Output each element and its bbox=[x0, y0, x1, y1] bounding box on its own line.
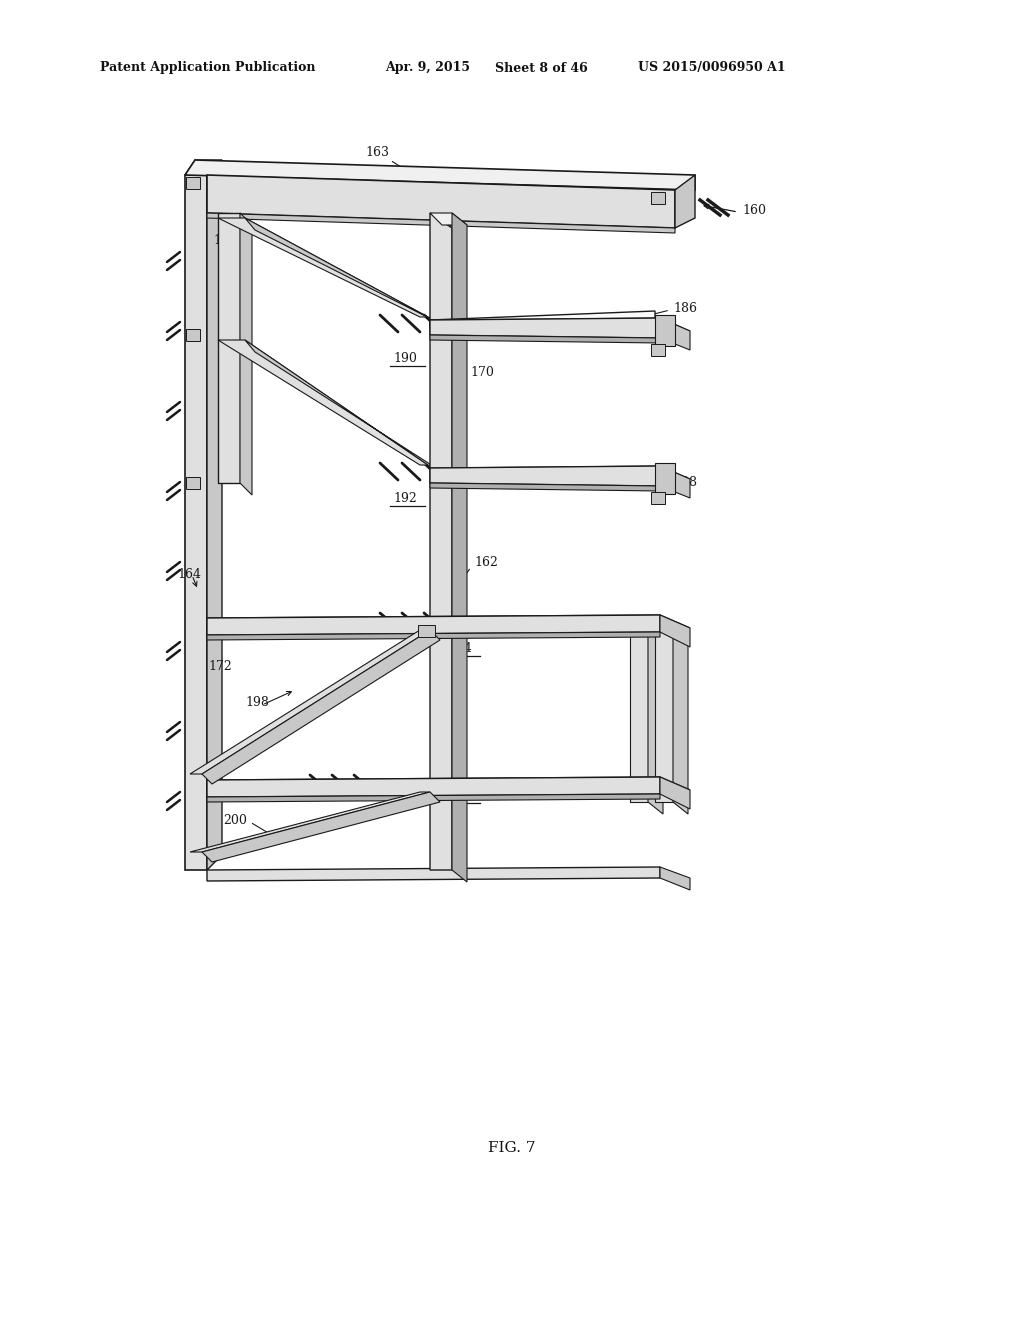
Polygon shape bbox=[430, 318, 660, 338]
Polygon shape bbox=[207, 615, 660, 635]
Polygon shape bbox=[185, 176, 207, 870]
Polygon shape bbox=[218, 341, 428, 465]
Polygon shape bbox=[673, 630, 688, 814]
Text: 172: 172 bbox=[208, 660, 231, 673]
Polygon shape bbox=[655, 315, 675, 346]
Polygon shape bbox=[185, 160, 222, 176]
Text: 192: 192 bbox=[393, 491, 417, 504]
Polygon shape bbox=[245, 341, 447, 475]
Text: 162: 162 bbox=[474, 556, 498, 569]
Text: 163: 163 bbox=[365, 145, 389, 158]
Text: 164: 164 bbox=[177, 569, 201, 582]
Polygon shape bbox=[655, 463, 675, 494]
Polygon shape bbox=[207, 867, 660, 880]
Polygon shape bbox=[245, 218, 447, 327]
Polygon shape bbox=[185, 160, 695, 190]
Polygon shape bbox=[660, 777, 690, 809]
Polygon shape bbox=[660, 867, 690, 890]
Polygon shape bbox=[418, 624, 435, 638]
Polygon shape bbox=[660, 318, 690, 350]
Text: 170: 170 bbox=[470, 367, 494, 380]
Polygon shape bbox=[430, 466, 690, 483]
Text: 168: 168 bbox=[213, 234, 237, 247]
Polygon shape bbox=[202, 792, 440, 862]
Polygon shape bbox=[430, 483, 660, 491]
Polygon shape bbox=[207, 213, 675, 234]
Polygon shape bbox=[207, 160, 222, 870]
Polygon shape bbox=[207, 795, 660, 803]
Polygon shape bbox=[207, 777, 690, 792]
Polygon shape bbox=[218, 218, 428, 317]
Polygon shape bbox=[190, 630, 430, 774]
Polygon shape bbox=[430, 213, 452, 870]
Text: 196: 196 bbox=[449, 788, 472, 801]
Polygon shape bbox=[651, 492, 665, 504]
Text: US 2015/0096950 A1: US 2015/0096950 A1 bbox=[638, 62, 785, 74]
Text: Sheet 8 of 46: Sheet 8 of 46 bbox=[495, 62, 588, 74]
Text: 200: 200 bbox=[223, 813, 247, 826]
Polygon shape bbox=[430, 466, 660, 486]
Polygon shape bbox=[452, 213, 467, 882]
Text: Apr. 9, 2015: Apr. 9, 2015 bbox=[385, 62, 470, 74]
Text: 190: 190 bbox=[393, 351, 417, 364]
Polygon shape bbox=[207, 632, 660, 640]
Polygon shape bbox=[655, 630, 673, 803]
Polygon shape bbox=[207, 176, 675, 228]
Text: Patent Application Publication: Patent Application Publication bbox=[100, 62, 315, 74]
Text: FIG. 7: FIG. 7 bbox=[488, 1140, 536, 1155]
Polygon shape bbox=[202, 630, 440, 784]
Text: 198: 198 bbox=[245, 697, 269, 710]
Polygon shape bbox=[186, 177, 200, 189]
Polygon shape bbox=[190, 792, 430, 851]
Text: 186: 186 bbox=[673, 301, 697, 314]
Text: 188: 188 bbox=[673, 475, 697, 488]
Polygon shape bbox=[660, 466, 690, 498]
Polygon shape bbox=[207, 615, 690, 630]
Polygon shape bbox=[630, 630, 648, 803]
Polygon shape bbox=[240, 213, 252, 495]
Text: 194: 194 bbox=[449, 642, 472, 655]
Text: 166: 166 bbox=[487, 210, 511, 223]
Polygon shape bbox=[430, 312, 655, 327]
Polygon shape bbox=[651, 345, 665, 356]
Polygon shape bbox=[186, 329, 200, 341]
Polygon shape bbox=[660, 615, 690, 647]
Polygon shape bbox=[430, 213, 467, 224]
Polygon shape bbox=[430, 335, 660, 343]
Polygon shape bbox=[218, 213, 240, 483]
Polygon shape bbox=[430, 318, 690, 335]
Polygon shape bbox=[675, 176, 695, 228]
Polygon shape bbox=[651, 191, 665, 205]
Polygon shape bbox=[186, 477, 200, 488]
Text: 160: 160 bbox=[742, 203, 766, 216]
Polygon shape bbox=[648, 630, 663, 814]
Polygon shape bbox=[207, 777, 660, 797]
